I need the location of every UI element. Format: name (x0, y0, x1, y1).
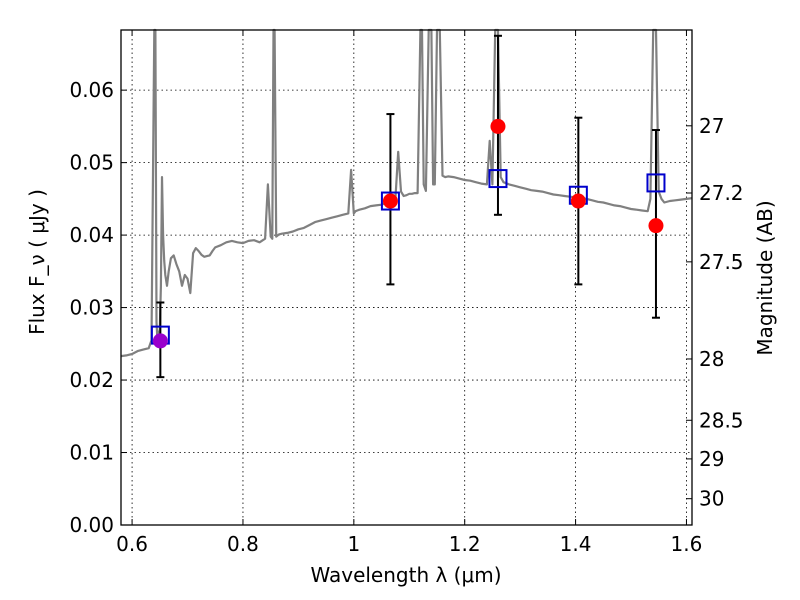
y-tick-label: 0.02 (69, 368, 114, 392)
y-tick-label: 0.04 (69, 223, 114, 247)
right-tick-label: 27 (699, 114, 724, 138)
right-tick-label: 27.2 (699, 181, 744, 205)
x-tick-label: 1.2 (449, 532, 481, 556)
y-axis-ticks: 0.00 0.01 0.02 0.03 0.04 0.05 0.06 (69, 78, 127, 537)
photometry-markers (150, 118, 666, 349)
right-tick-label: 27.5 (699, 250, 744, 274)
x-tick-label: 1.4 (560, 532, 592, 556)
observed-photometry-point (490, 118, 506, 134)
right-axis-label: Magnitude (AB) (753, 200, 777, 355)
x-axis-ticks: 0.6 0.8 1 1.2 1.4 1.6 (116, 30, 702, 556)
model-photometry-square (646, 173, 666, 193)
model-photometry-square (380, 191, 400, 211)
right-axis-ticks: 27 27.2 27.5 28 28.5 29 30 (686, 114, 744, 511)
observed-photometry-point (382, 193, 398, 209)
x-tick-label: 1 (347, 532, 360, 556)
observed-photometry-point (152, 333, 168, 349)
observed-photometry-point (648, 218, 664, 234)
model-photometry-square (488, 169, 508, 189)
x-axis-label: Wavelength λ (μm) (310, 563, 501, 587)
error-bars (156, 34, 660, 379)
right-tick-label: 28.5 (699, 408, 744, 432)
right-tick-label: 30 (699, 487, 724, 511)
observed-photometry-point (570, 193, 586, 209)
x-tick-label: 1.6 (671, 532, 703, 556)
right-tick-label: 29 (699, 447, 724, 471)
y-tick-label: 0.06 (69, 78, 114, 102)
y-tick-label: 0.03 (69, 296, 114, 320)
y-tick-label: 0.01 (69, 441, 114, 465)
y-tick-label: 0.00 (69, 513, 114, 537)
grid-lines (121, 30, 692, 525)
y-axis-label: Flux F_ν ( μJy ) (25, 189, 49, 335)
plot-frame (120, 29, 693, 526)
y-tick-label: 0.05 (69, 151, 114, 175)
x-tick-label: 0.6 (116, 532, 148, 556)
x-tick-label: 0.8 (227, 532, 259, 556)
right-tick-label: 28 (699, 347, 724, 371)
